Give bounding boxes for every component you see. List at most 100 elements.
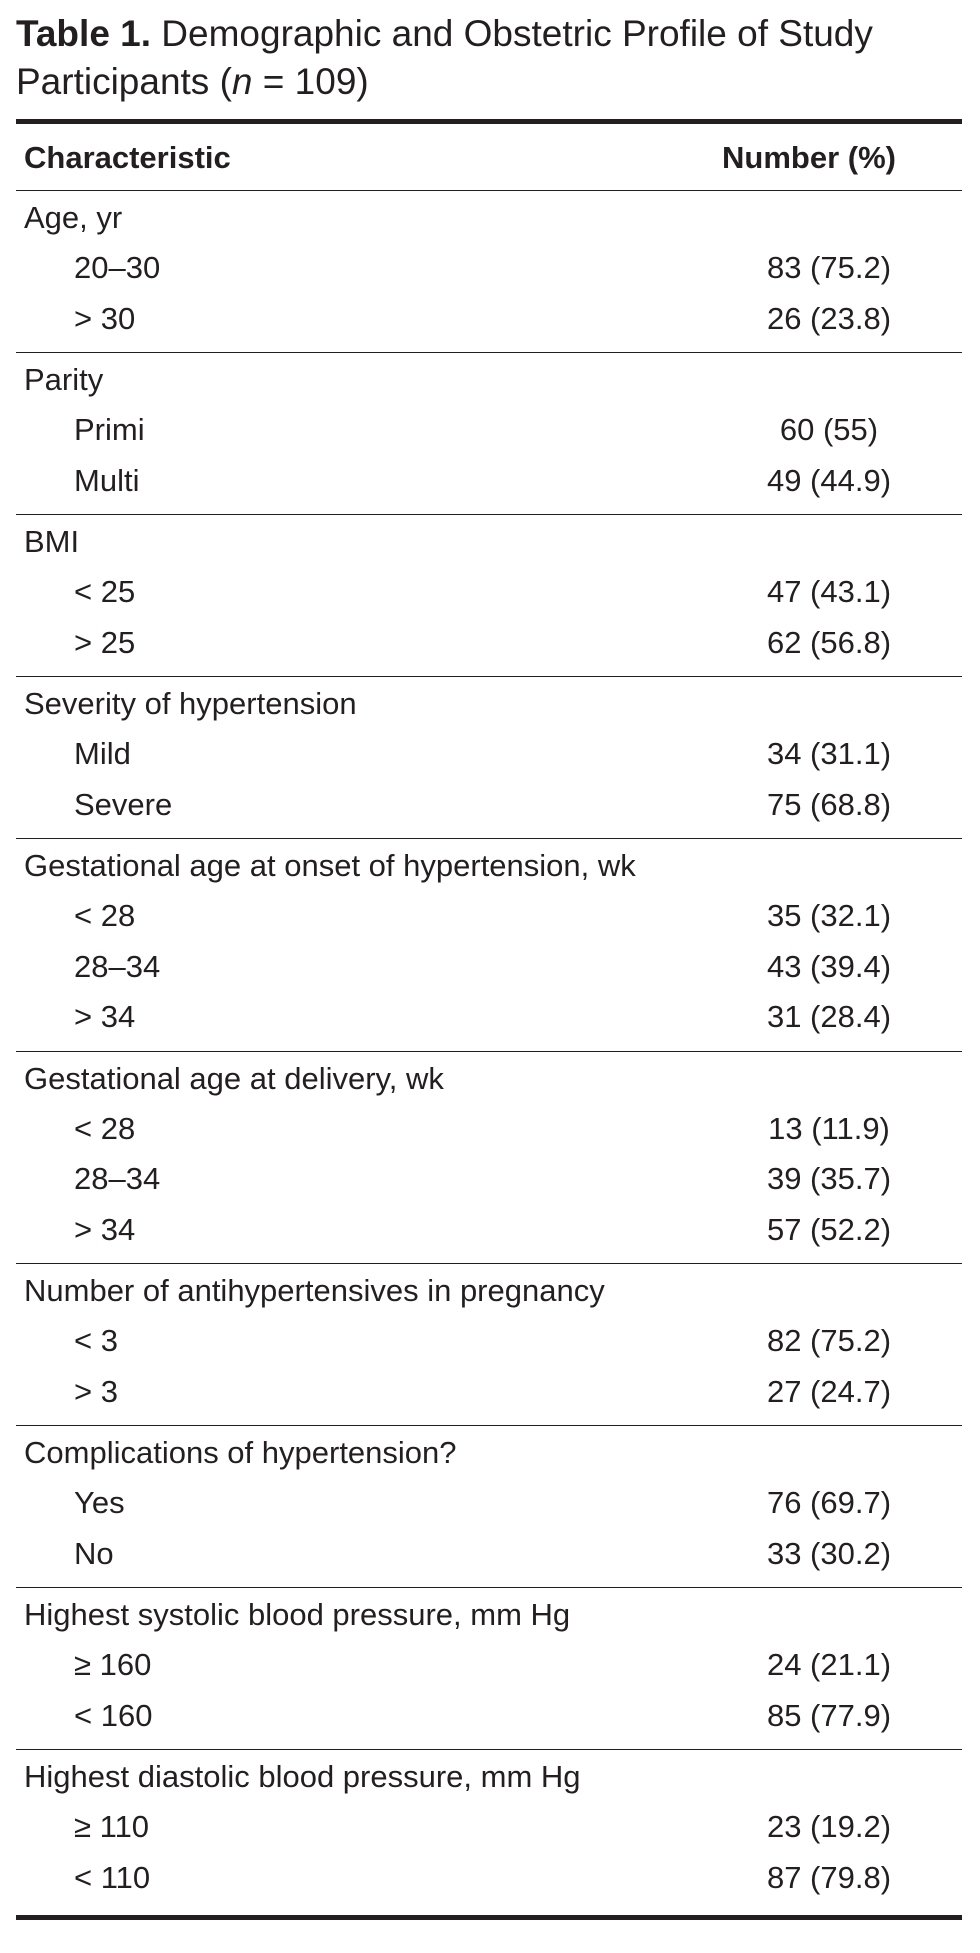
table-group: Highest systolic blood pressure, mm Hg ≥ … (16, 1588, 962, 1750)
group-title: Highest systolic blood pressure, mm Hg (24, 1597, 571, 1632)
table-header-row: Characteristic Number (%) (16, 124, 962, 191)
row-label: < 28 (74, 1110, 136, 1146)
table-row: 28–34 39 (35.7) (16, 1154, 962, 1205)
table-group: Severity of hypertension Mild 34 (31.1) Sev… (16, 677, 962, 839)
row-value: 83 (75.2) (766, 250, 892, 285)
caption-text: Demographic and Obstetric Profile of Stu… (16, 13, 873, 102)
group-title-row: Gestational age at onset of hypertension… (16, 839, 962, 891)
table-caption: Table 1. Demographic and Obstetric Profi… (16, 10, 966, 106)
row-label: No (74, 1535, 114, 1571)
row-label: Multi (74, 462, 140, 498)
table-row: Multi 49 (44.9) (16, 456, 962, 507)
table-row: < 28 13 (11.9) (16, 1104, 962, 1155)
row-label: Primi (74, 412, 145, 447)
table-group: Complications of hypertension? Yes 76 (69.… (16, 1426, 962, 1588)
row-value: 75 (68.8) (766, 786, 892, 822)
table-group: BMI < 25 47 (43.1) > 25 62 (56.8) (16, 515, 962, 677)
table-row: < 25 47 (43.1) (16, 567, 962, 618)
row-value: 34 (31.1) (766, 736, 892, 771)
row-label: > 30 (74, 300, 136, 336)
table-group: Gestational age at delivery, wk < 28 13 (1… (16, 1052, 962, 1264)
row-value: 33 (30.2) (766, 1535, 892, 1571)
row-value: 39 (35.7) (766, 1161, 892, 1196)
group-title: Age, yr (24, 200, 123, 235)
group-title: Severity of hypertension (24, 686, 357, 721)
row-label: 20–30 (74, 250, 161, 285)
table-group: Gestational age at onset of hypertension… (16, 839, 962, 1052)
row-label: Severe (74, 786, 173, 822)
row-label: < 3 (74, 1323, 118, 1358)
row-value: 31 (28.4) (766, 999, 892, 1034)
group-title: Highest diastolic blood pressure, mm Hg (24, 1759, 581, 1794)
row-label: > 3 (74, 1373, 118, 1409)
group-title-row: Parity (16, 353, 962, 405)
row-value: 27 (24.7) (766, 1373, 892, 1409)
table-row: ≥ 110 23 (19.2) (16, 1802, 962, 1853)
caption-sample-size: = 109) (252, 61, 369, 102)
table-group: Age, yr 20–30 83 (75.2) > 30 26 (23.8) (16, 191, 962, 353)
row-value: 85 (77.9) (766, 1697, 892, 1733)
row-value: 60 (55) (779, 412, 879, 447)
group-title-row: Highest diastolic blood pressure, mm Hg (16, 1750, 962, 1802)
row-label: ≥ 160 (74, 1647, 152, 1682)
row-value: 76 (69.7) (766, 1485, 892, 1520)
header-number-percent: Number (%) (722, 140, 896, 175)
group-title-row: Gestational age at delivery, wk (16, 1052, 962, 1104)
caption-n-variable: n (231, 61, 253, 102)
row-value: 87 (79.8) (766, 1859, 892, 1895)
table-row: > 3 27 (24.7) (16, 1367, 962, 1418)
table-group: Number of antihypertensives in pregnancy… (16, 1264, 962, 1426)
table-row: 20–30 83 (75.2) (16, 243, 962, 294)
group-title-row: Age, yr (16, 191, 962, 243)
row-value: 57 (52.2) (766, 1211, 892, 1247)
table-row: Mild 34 (31.1) (16, 729, 962, 780)
group-title-row: Number of antihypertensives in pregnancy (16, 1264, 962, 1316)
row-label: ≥ 110 (74, 1809, 150, 1844)
table-row: < 3 82 (75.2) (16, 1316, 962, 1367)
group-title-row: BMI (16, 515, 962, 567)
group-title-row: Complications of hypertension? (16, 1426, 962, 1478)
table-row: Primi 60 (55) (16, 405, 962, 456)
row-label: < 25 (74, 574, 136, 609)
table-row: < 110 87 (79.8) (16, 1853, 962, 1904)
row-value: 82 (75.2) (766, 1323, 892, 1358)
row-label: 28–34 (74, 948, 161, 984)
row-value: 47 (43.1) (766, 574, 892, 609)
group-title: Gestational age at delivery, wk (24, 1060, 444, 1096)
table-row: > 30 26 (23.8) (16, 294, 962, 345)
group-title-row: Severity of hypertension (16, 677, 962, 729)
row-label: > 34 (74, 1211, 136, 1247)
table-body: Age, yr 20–30 83 (75.2) > 30 26 (23.8) Parity… (16, 191, 962, 1915)
table-row: > 25 62 (56.8) (16, 618, 962, 669)
row-label: Mild (74, 736, 131, 771)
demographic-table: Characteristic Number (%) Age, yr 20–30 83… (16, 119, 962, 1920)
group-title: BMI (24, 524, 80, 559)
row-value: 43 (39.4) (766, 948, 892, 984)
table-group: Parity Primi 60 (55) Multi 49 (44.9) (16, 353, 962, 515)
table-row: > 34 57 (52.2) (16, 1205, 962, 1256)
table-row: No 33 (30.2) (16, 1529, 962, 1580)
row-value: 49 (44.9) (766, 462, 892, 498)
row-value: 23 (19.2) (766, 1809, 892, 1844)
row-label: Yes (74, 1485, 125, 1520)
table-row: Yes 76 (69.7) (16, 1478, 962, 1529)
row-label: < 110 (74, 1859, 151, 1895)
row-label: > 34 (74, 999, 136, 1034)
row-label: < 160 (74, 1697, 153, 1733)
row-value: 13 (11.9) (768, 1110, 890, 1146)
table-row: ≥ 160 24 (21.1) (16, 1640, 962, 1691)
table-group: Highest diastolic blood pressure, mm Hg ≥… (16, 1750, 962, 1915)
header-characteristic: Characteristic (24, 140, 231, 175)
caption-label: Table 1. (16, 13, 152, 54)
group-title: Gestational age at onset of hypertension… (24, 848, 636, 883)
row-value: 26 (23.8) (766, 300, 892, 336)
row-label: < 28 (74, 898, 136, 933)
table-row: 28–34 43 (39.4) (16, 942, 962, 993)
row-value: 35 (32.1) (766, 898, 892, 933)
table-row: < 28 35 (32.1) (16, 891, 962, 942)
group-title-row: Highest systolic blood pressure, mm Hg (16, 1588, 962, 1640)
group-title: Complications of hypertension? (24, 1435, 457, 1470)
row-value: 24 (21.1) (766, 1647, 892, 1682)
row-value: 62 (56.8) (766, 624, 892, 660)
